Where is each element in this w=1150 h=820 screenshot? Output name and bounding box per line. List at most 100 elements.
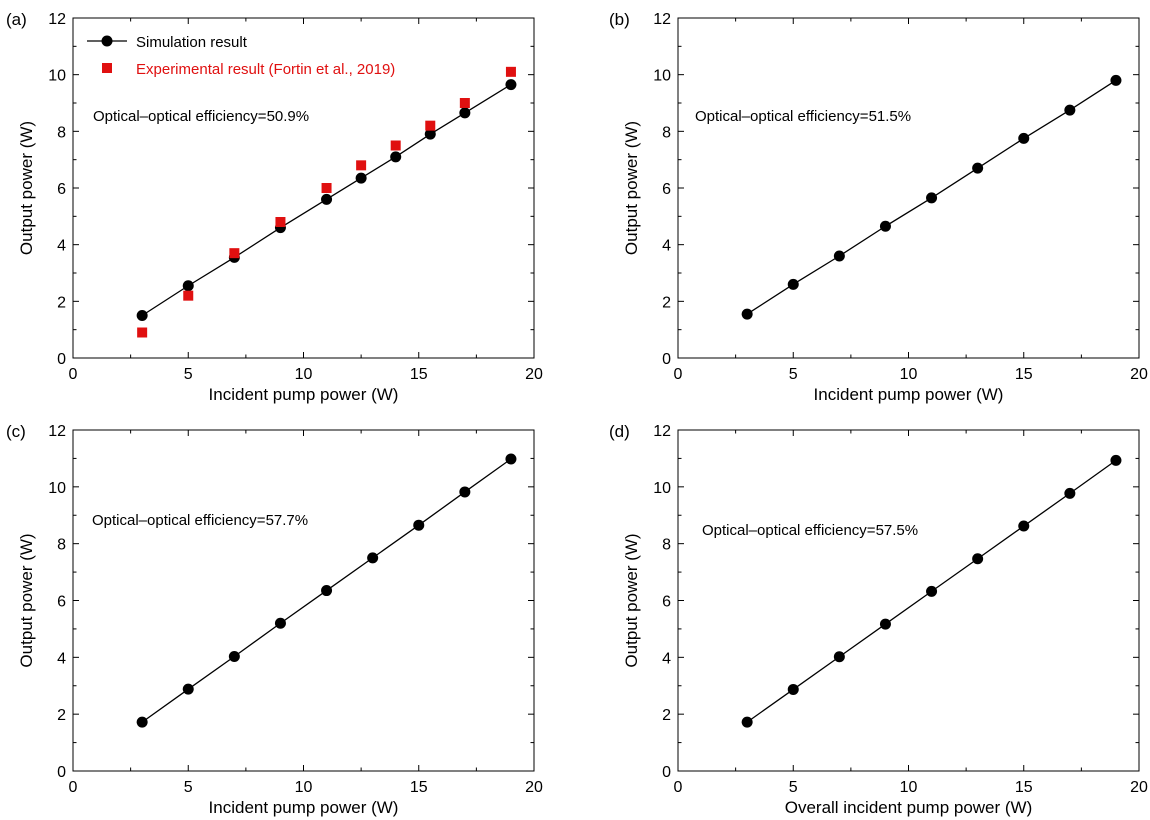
x-tick-label: 0 <box>674 779 683 796</box>
data-point-circle <box>879 618 891 630</box>
data-point-square <box>459 98 470 108</box>
efficiency-annotation: Optical–optical efficiency=57.5% <box>702 522 918 539</box>
panel-label: (b) <box>609 10 630 29</box>
x-axis-label: Incident pump power (W) <box>209 798 399 817</box>
data-point-circle <box>833 651 845 663</box>
data-point-circle <box>1064 487 1076 499</box>
y-tick-label: 6 <box>662 594 671 611</box>
y-tick-label: 12 <box>48 423 66 440</box>
y-tick-label: 8 <box>662 124 671 141</box>
y-tick-label: 0 <box>662 764 671 781</box>
efficiency-annotation: Optical–optical efficiency=51.5% <box>695 108 911 125</box>
x-tick-label: 15 <box>410 779 428 796</box>
data-point-circle <box>459 486 471 498</box>
chart-panel-d: 0 5 10 15 20 0 2 4 6 8 10 12 Overall incident pump p… <box>609 422 1148 817</box>
data-point-square <box>137 327 148 338</box>
legend-marker-simulation <box>101 35 113 47</box>
series-simulation <box>741 74 1122 320</box>
y-tick-label: 10 <box>48 480 66 497</box>
x-tick-label: 10 <box>900 366 918 383</box>
data-point-circle <box>413 519 425 531</box>
y-tick-label: 4 <box>662 238 671 255</box>
y-axis-label: Output power (W) <box>17 533 36 667</box>
y-tick-label: 12 <box>48 11 66 28</box>
x-tick-label: 15 <box>410 366 428 383</box>
legend-marker-experimental <box>102 63 112 73</box>
data-point-circle <box>136 310 148 321</box>
data-point-circle <box>390 151 402 163</box>
data-point-circle <box>926 192 938 204</box>
y-tick-label: 6 <box>57 181 66 198</box>
data-point-square <box>425 120 436 131</box>
data-point-circle <box>972 162 984 174</box>
x-tick-label: 20 <box>525 779 543 796</box>
y-axis-label: Output power (W) <box>622 121 641 255</box>
y-tick-label: 4 <box>57 238 66 255</box>
x-tick-label: 5 <box>789 366 798 383</box>
data-point-circle <box>787 278 799 290</box>
data-point-circle <box>741 308 753 320</box>
data-point-circle <box>1018 132 1030 144</box>
series-simulation <box>136 453 517 728</box>
y-axis-label: Output power (W) <box>17 121 36 255</box>
y-tick-label: 2 <box>662 707 671 724</box>
x-tick-label: 10 <box>900 779 918 796</box>
y-tick-label: 2 <box>57 294 66 311</box>
data-point-circle <box>1018 520 1030 532</box>
y-tick-label: 2 <box>57 707 66 724</box>
x-tick-label: 5 <box>184 366 193 383</box>
data-point-square <box>275 217 286 227</box>
x-tick-label: 5 <box>789 779 798 796</box>
data-point-circle <box>228 650 240 662</box>
y-tick-label: 10 <box>653 68 671 85</box>
y-tick-label: 10 <box>48 68 66 85</box>
y-tick-label: 8 <box>662 537 671 554</box>
data-point-circle <box>182 683 194 695</box>
x-tick-label: 10 <box>295 779 313 796</box>
data-point-circle <box>505 453 517 465</box>
data-point-circle <box>741 716 753 728</box>
data-point-square <box>183 290 194 301</box>
data-point-square <box>229 248 240 259</box>
data-point-circle <box>1110 454 1122 466</box>
y-tick-label: 0 <box>662 351 671 368</box>
legend: Simulation result Experimental result (Fo… <box>87 34 395 78</box>
x-tick-label: 15 <box>1015 779 1033 796</box>
data-point-circle <box>367 552 379 564</box>
x-tick-label: 15 <box>1015 366 1033 383</box>
chart-panel-a: 0 5 10 15 20 0 2 4 6 8 10 12 Incident pump power (W)… <box>6 10 543 404</box>
panel-label: (d) <box>609 422 630 441</box>
data-point-square <box>505 66 516 77</box>
data-point-circle <box>136 716 148 728</box>
data-point-circle <box>833 250 845 262</box>
data-point-circle <box>459 107 471 119</box>
data-point-circle <box>182 280 194 292</box>
x-tick-label: 20 <box>1130 366 1148 383</box>
y-tick-label: 6 <box>57 594 66 611</box>
data-point-square <box>321 183 332 193</box>
chart-panel-b: 0 5 10 15 20 0 2 4 6 8 10 12 Incident pump power (W)… <box>609 10 1148 404</box>
chart-panel-c: 0 5 10 15 20 0 2 4 6 8 10 12 Incident pump power (W)… <box>6 422 543 817</box>
data-point-circle <box>1110 74 1122 86</box>
series-line <box>141 84 512 317</box>
y-tick-label: 8 <box>57 124 66 141</box>
x-axis-label: Incident pump power (W) <box>814 385 1004 404</box>
x-tick-label: 10 <box>295 366 313 383</box>
legend-label-experimental: Experimental result (Fortin et al., 2019… <box>136 61 395 78</box>
data-point-circle <box>505 79 517 91</box>
y-tick-label: 6 <box>662 181 671 198</box>
series-simulation <box>741 454 1122 728</box>
data-point-circle <box>355 172 367 184</box>
y-tick-label: 8 <box>57 537 66 554</box>
y-tick-label: 10 <box>653 480 671 497</box>
panel-label: (c) <box>6 422 26 441</box>
y-axis-label: Output power (W) <box>622 533 641 667</box>
series-experimental <box>137 66 516 338</box>
data-point-circle <box>321 193 333 205</box>
x-tick-label: 20 <box>525 366 543 383</box>
y-tick-label: 12 <box>653 423 671 440</box>
panel-label: (a) <box>6 10 27 29</box>
data-point-circle <box>972 553 984 565</box>
data-point-circle <box>879 220 891 232</box>
